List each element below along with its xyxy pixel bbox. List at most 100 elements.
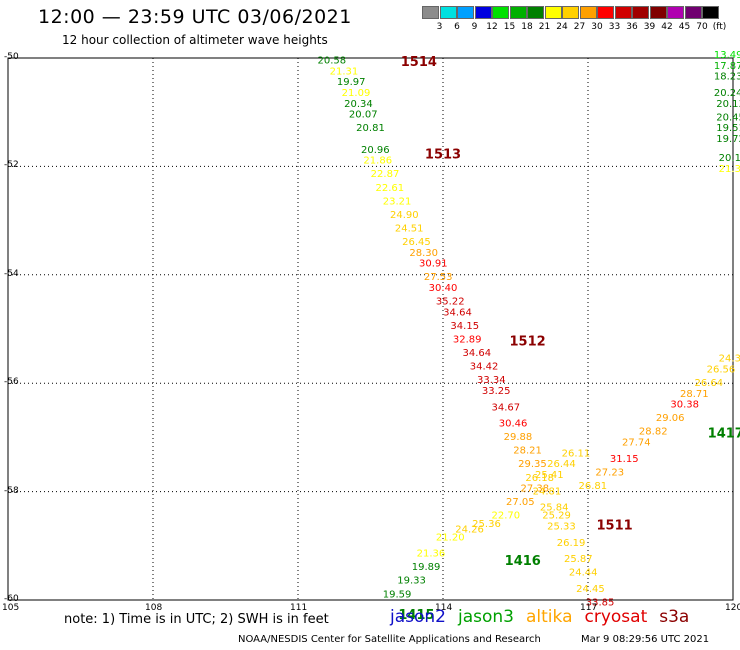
scale-swatch bbox=[597, 6, 614, 19]
pass-number-label: 1417 bbox=[708, 426, 740, 441]
wave-height-value: 24.81 bbox=[533, 486, 562, 497]
wave-height-value: 26.18 bbox=[525, 473, 554, 484]
wave-height-value: 34.42 bbox=[470, 362, 499, 373]
wave-height-value: 21.30 bbox=[719, 164, 740, 175]
scale-swatch bbox=[614, 6, 632, 19]
wave-height-value: 33.25 bbox=[482, 386, 511, 397]
scale-label: 27 bbox=[573, 22, 586, 32]
scale-swatch bbox=[509, 6, 527, 19]
wave-height-value: 20.81 bbox=[356, 123, 385, 134]
wave-height-value: 25.29 bbox=[542, 511, 571, 522]
wave-height-value: 30.46 bbox=[499, 419, 528, 430]
wave-height-value: 20.24 bbox=[714, 88, 740, 99]
wave-height-value: 28.21 bbox=[513, 446, 542, 457]
scale-label: 12 bbox=[486, 22, 498, 32]
wave-height-value: 24.45 bbox=[576, 584, 605, 595]
scale-label: 39 bbox=[643, 22, 656, 32]
scale-label: 21 bbox=[538, 22, 551, 32]
scale-swatch bbox=[632, 6, 649, 19]
mission-altika: altika bbox=[526, 607, 573, 627]
wave-height-value: 21.09 bbox=[342, 88, 371, 99]
wave-height-value: 20.58 bbox=[318, 55, 347, 66]
wave-height-value: 27.05 bbox=[506, 497, 535, 508]
wave-height-value: 20.96 bbox=[361, 145, 390, 156]
scale-label: 45 bbox=[678, 22, 691, 32]
latitude-tick-label: -52 bbox=[4, 160, 19, 171]
wave-height-value: 26.81 bbox=[579, 481, 608, 492]
scale-label: 33 bbox=[608, 22, 621, 32]
wave-height-value: 20.07 bbox=[349, 110, 378, 121]
mission-jason3: jason3 bbox=[458, 607, 514, 627]
wave-height-value: 34.64 bbox=[443, 307, 472, 318]
pass-number-label: 1511 bbox=[596, 519, 632, 534]
mission-cryosat: cryosat bbox=[584, 607, 648, 627]
scale-swatch bbox=[439, 6, 457, 19]
scale-swatch bbox=[457, 6, 474, 19]
wave-height-value: 26.11 bbox=[562, 448, 591, 459]
scale-swatch bbox=[684, 6, 702, 19]
scale-label: 36 bbox=[626, 22, 638, 32]
wave-height-value: 22.87 bbox=[371, 169, 400, 180]
wave-height-value: 21.20 bbox=[436, 532, 465, 543]
wave-height-value: 26.44 bbox=[547, 459, 576, 470]
scale-swatch bbox=[579, 6, 597, 19]
wave-height-value: 28.30 bbox=[409, 248, 438, 259]
map-title: 12:00 — 23:59 UTC 03/06/2021 bbox=[38, 6, 352, 28]
wave-height-value: 24.38 bbox=[719, 354, 740, 365]
wave-height-value: 30.38 bbox=[670, 400, 699, 411]
units-note: note: 1) Time is in UTC; 2) SWH is in fe… bbox=[64, 612, 329, 627]
wave-height-value: 21.36 bbox=[417, 549, 446, 560]
wave-height-value: 19.89 bbox=[412, 562, 441, 573]
wave-height-value: 29.06 bbox=[656, 413, 685, 424]
scale-swatch bbox=[474, 6, 492, 19]
wave-height-value: 31.15 bbox=[610, 454, 639, 465]
wave-height-value: 27.23 bbox=[595, 467, 624, 478]
scale-label: 9 bbox=[471, 22, 478, 32]
map-frame bbox=[7, 57, 734, 601]
mission-s3a: s3a bbox=[659, 607, 690, 627]
scale-swatch bbox=[702, 6, 719, 19]
scale-label: 6 bbox=[454, 22, 460, 32]
longitude-tick-label: 117 bbox=[580, 603, 598, 613]
wave-height-value: 22.70 bbox=[492, 511, 521, 522]
pass-number-label: 1512 bbox=[509, 334, 545, 349]
latitude-tick-label: -60 bbox=[4, 594, 19, 604]
wave-height-value: 35.22 bbox=[436, 297, 465, 308]
pass-number-label: 1416 bbox=[505, 554, 541, 569]
scale-label: 42 bbox=[661, 22, 673, 32]
pass-number-label: 1415 bbox=[398, 608, 434, 623]
wave-height-value: 27.38 bbox=[521, 484, 550, 495]
wave-height-value: 24.51 bbox=[395, 223, 424, 234]
wave-height-value: 25.33 bbox=[547, 522, 576, 533]
latitude-tick-label: -56 bbox=[4, 377, 19, 388]
scale-label: 15 bbox=[503, 22, 516, 32]
wave-height-value: 34.67 bbox=[492, 402, 521, 413]
scale-swatch bbox=[492, 6, 509, 19]
scale-swatch bbox=[527, 6, 544, 19]
wave-height-value: 17.87 bbox=[714, 61, 740, 72]
wave-height-value: 20.11 bbox=[719, 153, 740, 164]
wave-height-value: 18.23 bbox=[714, 72, 740, 83]
longitude-tick-label: 120 bbox=[725, 603, 740, 613]
credit-text: NOAA/NESDIS Center for Satellite Applica… bbox=[238, 634, 541, 645]
wave-height-value: 28.71 bbox=[680, 389, 709, 400]
mission-jason2: jason2 bbox=[390, 607, 446, 627]
latitude-tick-label: -58 bbox=[4, 485, 19, 496]
wave-height-value: 33.85 bbox=[586, 597, 615, 608]
longitude-tick-label: 105 bbox=[2, 603, 20, 613]
wave-height-value: 20.13 bbox=[716, 99, 740, 110]
scale-label: 30 bbox=[591, 22, 603, 32]
wave-height-value: 25.41 bbox=[535, 470, 564, 481]
scale-label: 70 bbox=[696, 22, 708, 32]
wave-height-value: 33.34 bbox=[477, 375, 506, 386]
wave-height-value: 27.53 bbox=[424, 272, 453, 283]
wave-height-value: 23.21 bbox=[383, 196, 412, 207]
scale-swatch bbox=[667, 6, 684, 19]
wave-height-value: 29.35 bbox=[518, 459, 547, 470]
longitude-tick-label: 114 bbox=[435, 603, 453, 613]
pass-number-label: 1514 bbox=[401, 55, 437, 70]
wave-height-value: 19.33 bbox=[397, 576, 426, 587]
wave-height-value: 34.15 bbox=[450, 321, 479, 332]
wave-height-value: 19.51 bbox=[716, 123, 740, 134]
